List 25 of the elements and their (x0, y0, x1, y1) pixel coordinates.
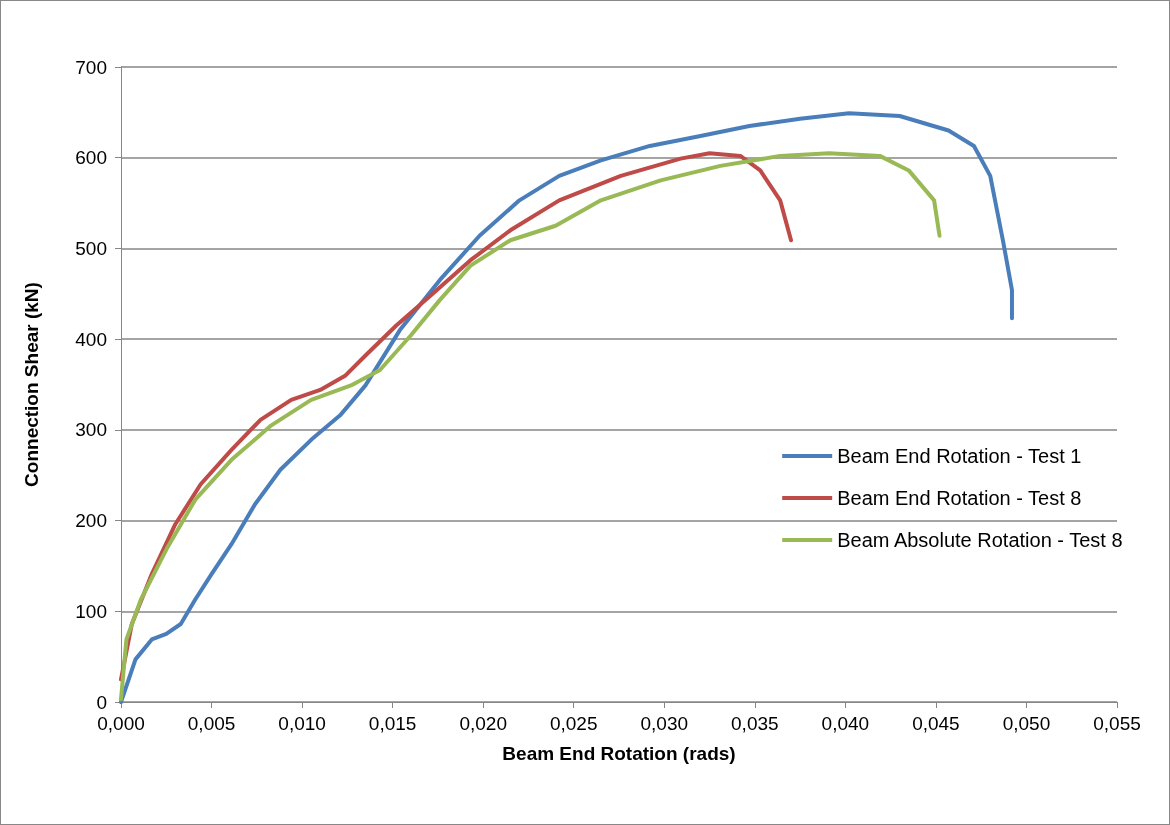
y-tick-label: 400 (75, 328, 107, 350)
x-tick-label: 0,025 (549, 713, 598, 734)
x-tick-label: 0,010 (278, 713, 326, 734)
x-axis-title: Beam End Rotation (rads) (502, 743, 736, 764)
x-tick-label: 0,020 (459, 713, 507, 734)
y-axis-title: Connection Shear (kN) (21, 282, 42, 487)
y-tick-label: 300 (75, 419, 107, 441)
x-tick-label: 0,040 (821, 713, 870, 734)
x-tick-label: 0,015 (368, 713, 417, 734)
x-tick-label: 0,035 (731, 713, 779, 734)
legend-label: Beam End Rotation - Test 8 (837, 487, 1082, 509)
y-tick-label: 0 (96, 691, 107, 713)
x-tick-label: 0,005 (187, 713, 236, 734)
y-tick-label: 700 (75, 56, 107, 78)
x-tick-label: 0,045 (912, 713, 960, 734)
y-tick-label: 100 (75, 600, 107, 622)
legend-label: Beam Absolute Rotation - Test 8 (837, 529, 1123, 551)
x-tick-label: 0,030 (640, 713, 689, 734)
y-tick-label: 500 (75, 237, 107, 259)
y-tick-label: 200 (75, 510, 107, 532)
x-tick-label: 0,000 (97, 713, 145, 734)
legend-label: Beam End Rotation - Test 1 (837, 445, 1082, 467)
x-tick-label: 0,050 (1002, 713, 1051, 734)
y-tick-label: 600 (75, 147, 107, 169)
x-tick-label: 0,055 (1093, 713, 1141, 734)
